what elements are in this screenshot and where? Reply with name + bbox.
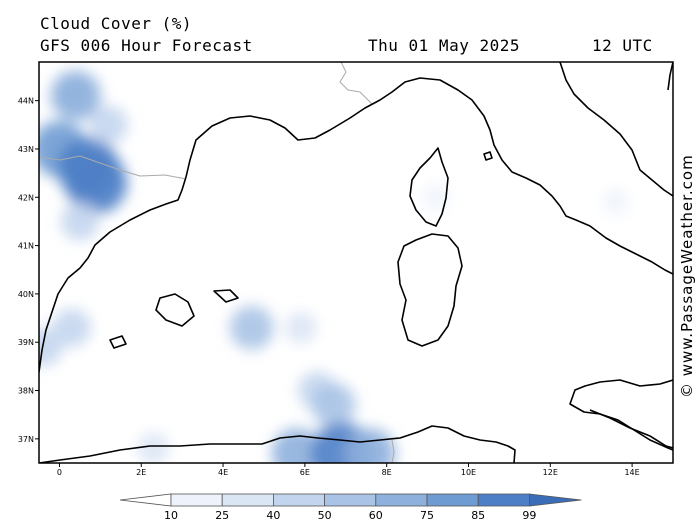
colorbar-segment [272, 493, 325, 507]
mallorca-island [155, 293, 195, 327]
menorca-island [213, 289, 239, 303]
colorbar: 10 25 40 50 60 75 85 99 [119, 493, 582, 522]
lon-tick-label: 14E [624, 468, 639, 477]
lon-tick-label: 8E [382, 468, 392, 477]
italy-east-coast [667, 62, 673, 91]
lat-tick-label: 38N [18, 387, 34, 396]
lon-tick-label: 2E [136, 468, 146, 477]
cloud-cell [229, 305, 274, 350]
forecast-model: GFS 006 Hour Forecast [40, 36, 253, 55]
cloud-cell [311, 383, 356, 428]
france-italy-border [339, 62, 373, 105]
lon-tick-label: 10E [461, 468, 476, 477]
colorbar-label: 50 [318, 509, 332, 522]
latitude-axis: 44N 43N 42N 41N 40N 39N 38N 37N [18, 97, 39, 444]
colorbar-low-arrow [119, 493, 172, 507]
lat-tick-label: 41N [18, 242, 34, 251]
lat-tick-label: 39N [18, 338, 34, 347]
cloud-cell [52, 308, 91, 347]
lon-tick-label: 0 [57, 468, 62, 477]
colorbar-label: 75 [420, 509, 434, 522]
cloud-cell [345, 428, 396, 463]
colorbar-label: 10 [164, 509, 178, 522]
cloud-cell [602, 189, 629, 216]
cloud-cell [284, 311, 317, 344]
lon-tick-label: 12E [543, 468, 558, 477]
adriatic-coastline [559, 62, 673, 197]
lon-tick-label: 4E [218, 468, 228, 477]
colorbar-label: 40 [266, 509, 280, 522]
ibiza-island [109, 335, 127, 349]
cloud-cover-layer [39, 70, 629, 463]
forecast-time: 12 UTC [592, 36, 653, 55]
corsica-island [409, 147, 449, 227]
lat-tick-label: 42N [18, 193, 34, 202]
colorbar-segment [477, 493, 530, 507]
spain-coastline [39, 176, 187, 373]
italy-sole-coastline [569, 379, 673, 451]
lat-tick-label: 43N [18, 145, 34, 154]
colorbar-label: 60 [369, 509, 383, 522]
site-credit: © www.PassageWeather.com [678, 154, 696, 398]
longitude-axis: 0 2E 4E 6E 8E 10E 12E 14E [57, 463, 640, 477]
lat-tick-label: 40N [18, 290, 34, 299]
colorbar-segment [221, 493, 274, 507]
colorbar-high-arrow [529, 493, 582, 507]
elba-island [483, 151, 493, 161]
france-spain-border [39, 155, 187, 180]
algeria-tunisia-border [391, 439, 395, 463]
forecast-date: Thu 01 May 2025 [368, 36, 520, 55]
north-africa-coastline [39, 425, 516, 463]
cloud-cell [60, 202, 99, 241]
colorbar-label: 85 [471, 509, 485, 522]
colorbar-segment [170, 493, 223, 507]
colorbar-segment [375, 493, 428, 507]
cloud-cell [422, 184, 449, 211]
lat-tick-label: 37N [18, 435, 34, 444]
colorbar-label: 99 [522, 509, 536, 522]
lon-tick-label: 6E [300, 468, 310, 477]
colorbar-segment [324, 493, 377, 507]
colorbar-label: 25 [215, 509, 229, 522]
cloud-cell [50, 70, 101, 121]
sardinia-island [397, 233, 463, 347]
lat-tick-label: 44N [18, 97, 34, 106]
chart-title: Cloud Cover (%) [40, 14, 192, 33]
cloud-cell [137, 432, 170, 463]
map-frame [38, 61, 674, 464]
france-italy-coastline [185, 77, 673, 275]
colorbar-segment [426, 493, 479, 507]
cloud-cell [89, 105, 128, 144]
sicily-island [589, 409, 673, 449]
